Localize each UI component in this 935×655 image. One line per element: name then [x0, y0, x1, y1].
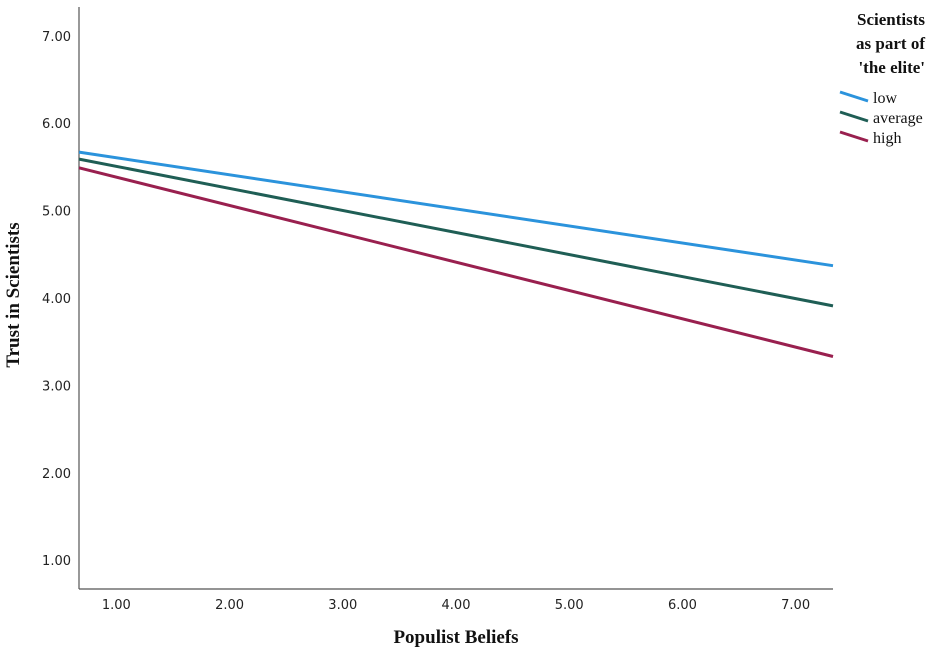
- legend-label-average: average: [873, 110, 923, 127]
- y-tick-label: 6.00: [42, 117, 71, 132]
- legend: Scientists as part of 'the elite' low ave…: [839, 10, 925, 147]
- legend-title-line-2: as part of: [856, 34, 925, 53]
- axes: [78, 7, 833, 590]
- legend-swatch-average: [839, 110, 869, 123]
- legend-swatch-low: [839, 90, 869, 103]
- y-tick-label: 3.00: [42, 379, 71, 394]
- y-tick-label: 5.00: [42, 205, 71, 220]
- legend-title-line-1: Scientists: [857, 10, 925, 29]
- legend-items: low average high: [839, 90, 923, 147]
- x-tick-label: 7.00: [781, 598, 810, 613]
- legend-title-line-3: 'the elite': [858, 58, 925, 77]
- y-tick-labels: 1.00 2.00 3.00 4.00 5.00 6.00 7.00: [42, 30, 71, 569]
- x-tick-label: 1.00: [102, 598, 131, 613]
- x-axis-title: Populist Beliefs: [393, 627, 518, 648]
- x-tick-label: 2.00: [215, 598, 244, 613]
- series-lines: [78, 150, 834, 358]
- legend-label-high: high: [873, 130, 901, 147]
- x-tick-label: 3.00: [328, 598, 357, 613]
- legend-label-low: low: [873, 90, 897, 107]
- y-tick-label: 4.00: [42, 292, 71, 307]
- y-axis-title: Trust in Scientists: [3, 222, 24, 367]
- series-line-low: [78, 150, 834, 268]
- x-tick-label: 5.00: [555, 598, 584, 613]
- x-tick-labels: 1.00 2.00 3.00 4.00 5.00 6.00 7.00: [102, 598, 810, 613]
- series-line-high: [78, 166, 834, 358]
- x-tick-label: 6.00: [668, 598, 697, 613]
- x-tick-label: 4.00: [442, 598, 471, 613]
- y-tick-label: 2.00: [42, 467, 71, 482]
- y-tick-label: 7.00: [42, 30, 71, 45]
- series-line-average: [78, 157, 834, 308]
- legend-swatch-high: [839, 130, 869, 143]
- y-tick-label: 1.00: [42, 554, 71, 569]
